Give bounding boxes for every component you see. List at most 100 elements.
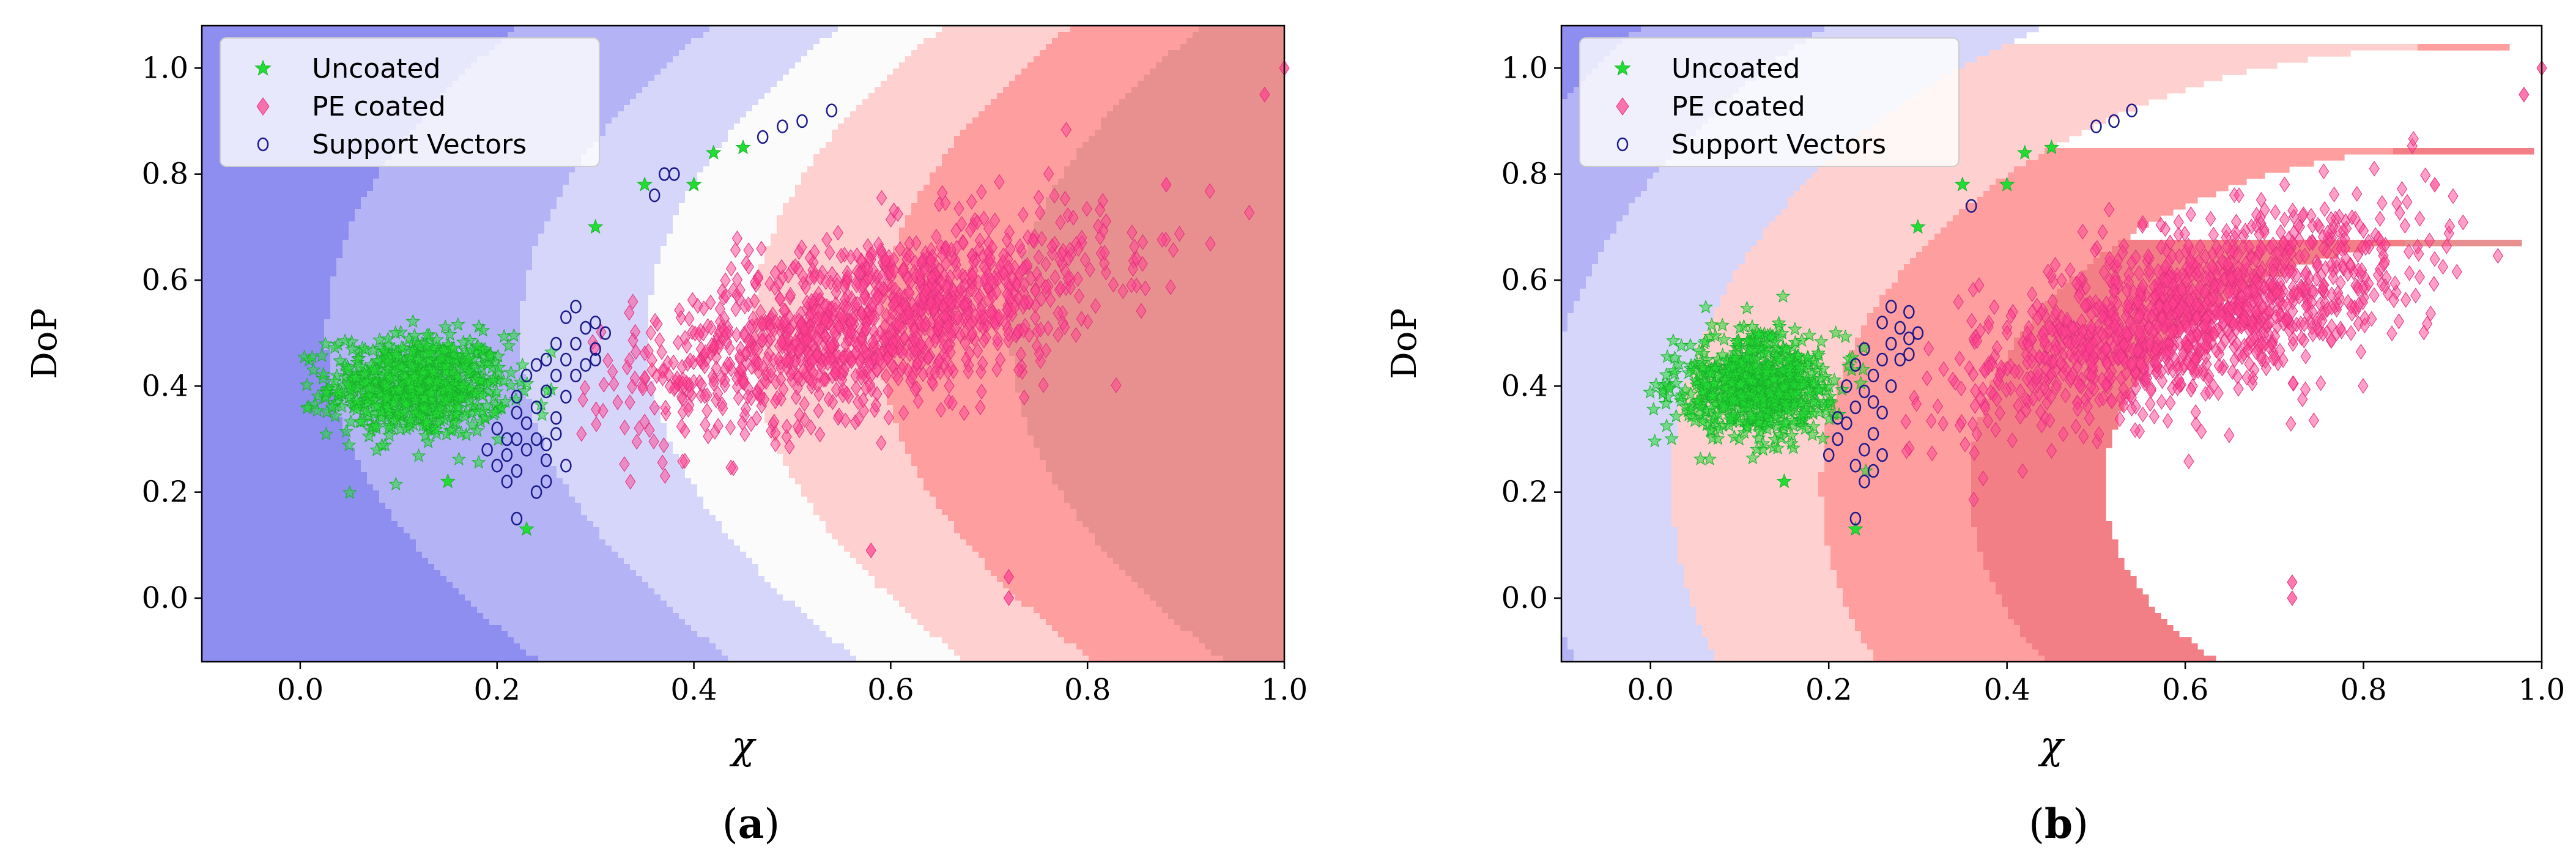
support-vector-point: [491, 459, 503, 473]
uncoated-point: [462, 393, 477, 408]
region-cell: [1561, 380, 1684, 387]
region-cell: [373, 185, 563, 191]
region-cell: [1574, 301, 1721, 308]
region-cell: [697, 490, 802, 497]
region-cell: [1604, 240, 1758, 246]
region-cell: [813, 44, 918, 51]
region-cell: [771, 423, 900, 430]
uncoated-point: [361, 428, 377, 443]
pe-coated-point: [973, 275, 984, 291]
region-cell: [1015, 307, 1284, 314]
region-cell: [844, 643, 949, 650]
region-cell: [844, 546, 973, 552]
pe-coated-point: [972, 342, 983, 359]
region-cell: [832, 130, 961, 136]
region-cell: [202, 601, 472, 607]
pe-coated-point: [677, 376, 688, 391]
region-cell: [923, 484, 1059, 491]
region-cell: [532, 252, 661, 259]
region-cell: [1837, 576, 1990, 583]
region-cell: [1561, 331, 1703, 338]
region-cell: [911, 460, 1046, 467]
region-cell: [801, 484, 924, 491]
region-cell: [355, 215, 551, 222]
region-cell: [1131, 576, 1284, 583]
region-cell: [1635, 197, 1788, 204]
region-cell: [202, 197, 361, 204]
region-cell: [930, 490, 1065, 497]
region-cell: [532, 399, 655, 405]
uncoated-point: [468, 386, 483, 400]
pe-coated-point: [809, 244, 820, 260]
pe-coated-point: [1099, 255, 1110, 272]
region-cell: [520, 325, 649, 332]
region-cell: [893, 411, 1022, 418]
region-cell: [1727, 289, 1886, 295]
region-cell: [654, 270, 759, 277]
region-cell: [954, 650, 1083, 656]
pe-coated-point: [625, 473, 636, 490]
region-cell: [1855, 619, 2015, 626]
pe-coated-point: [946, 242, 957, 258]
pe-coated-point: [1092, 218, 1104, 234]
pe-coated-point: [2451, 264, 2462, 280]
region-cell: [716, 148, 820, 155]
region-cell: [1965, 203, 2186, 210]
pe-coated-point: [739, 426, 750, 442]
support-vector-point: [491, 421, 503, 435]
uncoated-point: [349, 370, 363, 384]
region-cell: [202, 552, 423, 558]
region-cell: [202, 515, 392, 522]
uncoated-point: [379, 379, 394, 394]
region-cell: [202, 221, 349, 228]
support-vector-point: [530, 358, 542, 372]
legend-marker-uncoated: [254, 59, 272, 76]
uncoated-point: [373, 388, 388, 402]
region-cell: [1837, 380, 1990, 387]
region-cell: [1561, 497, 1672, 503]
region-cell: [1971, 442, 2112, 448]
region-cell: [1678, 539, 1825, 546]
pe-coated-point: [757, 316, 768, 332]
pe-coated-point: [915, 336, 926, 352]
pe-coated-point: [813, 286, 824, 302]
region-cell: [795, 62, 900, 69]
panel-caption: (a): [722, 800, 780, 848]
pe-coated-point: [2270, 204, 2281, 220]
pe-coated-point: [1012, 276, 1023, 293]
region-cell: [1561, 301, 1574, 308]
pe-coated-point: [959, 277, 971, 294]
uncoated-point: [735, 139, 751, 155]
uncoated-point: [339, 424, 353, 438]
region-cell: [1977, 423, 2119, 430]
pe-coated-point: [1003, 590, 1015, 606]
region-cell: [893, 417, 1028, 424]
region-cell: [593, 142, 722, 149]
pe-coated-point: [858, 402, 869, 419]
scatter-points: [297, 60, 1290, 606]
pe-coated-point: [780, 352, 791, 369]
region-cell: [1561, 484, 1672, 491]
region-cell: [202, 650, 527, 656]
pe-coated-point: [920, 283, 931, 299]
pe-coated-point: [1204, 183, 1215, 199]
support-vector-point: [501, 475, 513, 489]
region-cell: [1561, 576, 1684, 583]
region-cell: [1971, 484, 2106, 491]
region-cell: [1708, 319, 1868, 326]
region-cell: [1604, 246, 1752, 253]
pe-coated-point: [867, 333, 879, 350]
uncoated-point: [306, 362, 321, 377]
region-cell: [1623, 215, 1776, 222]
support-vector-point: [560, 390, 572, 404]
pe-coated-point: [883, 409, 894, 426]
region-cell: [1089, 136, 1284, 142]
region-cell: [960, 130, 1095, 136]
region-cell: [899, 601, 1022, 607]
region-cell: [618, 111, 747, 118]
region-cell: [1561, 582, 1684, 589]
uncoated-point: [311, 388, 325, 402]
region-cell: [1064, 172, 1284, 179]
uncoated-point: [381, 361, 396, 376]
region-cell: [202, 356, 331, 363]
